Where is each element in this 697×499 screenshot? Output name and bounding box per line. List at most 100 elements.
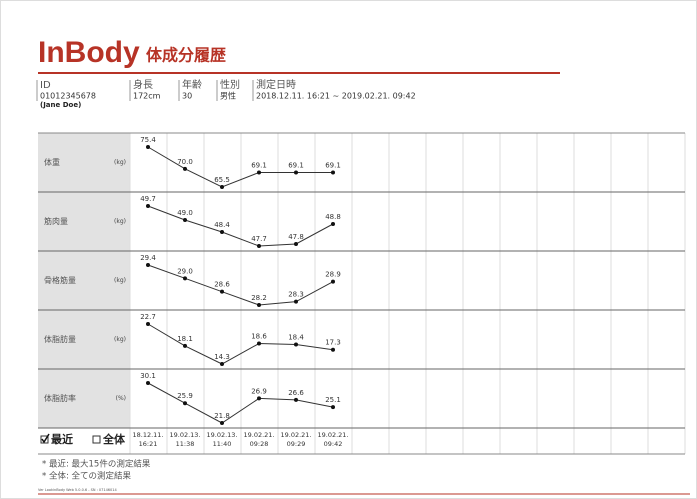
value-label: 14.3: [214, 353, 230, 361]
data-point: [183, 343, 187, 348]
trend-line: [147, 323, 334, 365]
info-label: ID: [40, 80, 51, 91]
value-label: 70.0: [177, 158, 193, 166]
row-name: 体脂肪量: [44, 334, 76, 344]
value-label: 25.1: [325, 396, 341, 404]
row-name: 骨格筋量: [44, 275, 76, 285]
date: 19.02.21.: [317, 431, 348, 439]
date: 19.02.21.: [280, 431, 311, 439]
brand: InBody: [38, 36, 140, 69]
trend-line: [147, 205, 334, 247]
footer: Ver LookinBody Web 5.0.0.6 - SN : 071460…: [38, 488, 117, 492]
row-unit: (kg): [114, 218, 126, 225]
data-point: [331, 347, 335, 352]
info-value: 172cm: [133, 92, 161, 101]
value-label: 17.3: [325, 339, 341, 347]
data-point: [257, 303, 261, 307]
info-extra: (Jane Doe): [40, 101, 81, 109]
value-label: 25.9: [177, 392, 193, 400]
data-point: [331, 405, 335, 410]
data-point: [257, 244, 261, 248]
value-label: 69.1: [325, 161, 341, 169]
value-label: 29.0: [177, 267, 193, 275]
value-label: 29.4: [140, 254, 156, 262]
info-label: 性別: [220, 78, 240, 91]
data-point: [294, 242, 298, 246]
data-point: [331, 222, 335, 226]
value-label: 21.8: [214, 412, 230, 420]
data-point: [146, 204, 150, 208]
checkbox: [92, 435, 101, 444]
value-label: 26.6: [288, 389, 304, 397]
row-name: 体脂肪率: [44, 393, 76, 403]
time: 09:29: [287, 440, 306, 448]
value-label: 75.4: [140, 136, 156, 144]
value-label: 47.8: [288, 233, 304, 241]
data-point: [183, 276, 187, 281]
row-unit: (kg): [114, 336, 126, 343]
data-point: [220, 185, 224, 189]
data-point: [183, 166, 187, 171]
value-label: 65.5: [214, 176, 230, 184]
time: 11:38: [176, 440, 195, 448]
time: 09:28: [250, 440, 269, 448]
data-point: [146, 145, 150, 149]
checkbox: [40, 435, 49, 444]
row-unit: (%): [116, 395, 126, 402]
value-label: 28.6: [214, 281, 230, 289]
data-point: [331, 170, 335, 175]
data-point: [146, 263, 150, 267]
row-name: 筋肉量: [44, 216, 68, 226]
title: 体成分履歴: [146, 46, 226, 65]
time: 11:40: [213, 440, 232, 448]
label-column: [38, 133, 130, 428]
data-point: [294, 299, 298, 304]
value-label: 69.1: [251, 161, 267, 169]
info-value: 30: [182, 92, 192, 101]
time: 16:21: [139, 440, 158, 448]
data-point: [183, 218, 187, 222]
value-label: 28.3: [288, 291, 304, 299]
value-label: 48.4: [214, 221, 230, 229]
data-point: [257, 396, 261, 401]
data-point: [146, 322, 150, 326]
info-value: 2018.12.11. 16:21 ~ 2019.02.21. 09:42: [256, 92, 416, 101]
filter-label: 最近: [51, 432, 73, 446]
data-point: [331, 279, 335, 284]
data-point: [257, 170, 261, 175]
row-unit: (kg): [114, 159, 126, 166]
data-point: [183, 401, 187, 406]
data-point: [294, 170, 298, 175]
row-name: 体重: [44, 157, 60, 167]
info-label: 年齢: [182, 78, 202, 91]
info-label: 測定日時: [256, 78, 296, 91]
info-value: 01012345678: [40, 92, 96, 101]
date: 19.02.13.: [169, 431, 200, 439]
value-label: 47.7: [251, 235, 267, 243]
value-label: 28.9: [325, 271, 341, 279]
data-point: [257, 341, 261, 346]
date: 19.02.21.: [243, 431, 274, 439]
note: * 最近: 最大15件の測定結果: [42, 459, 151, 470]
data-point: [220, 230, 224, 234]
note: * 全体: 全ての測定結果: [42, 471, 132, 482]
data-point: [220, 289, 224, 294]
info-value: 男性: [220, 91, 236, 101]
data-point: [294, 397, 298, 402]
checkmark: [41, 433, 50, 444]
info-label: 身長: [133, 78, 153, 91]
data-point: [220, 362, 224, 366]
value-label: 18.1: [177, 335, 193, 343]
filter-label: 全体: [102, 432, 126, 446]
value-label: 69.1: [288, 161, 304, 169]
value-label: 22.7: [140, 313, 156, 321]
trend-line: [147, 264, 334, 306]
value-label: 48.8: [325, 213, 341, 221]
value-label: 18.6: [251, 333, 267, 341]
date: 18.12.11.: [132, 431, 163, 439]
row-unit: (kg): [114, 277, 126, 284]
value-label: 49.0: [177, 209, 193, 217]
value-label: 26.9: [251, 387, 267, 395]
value-label: 18.4: [288, 333, 304, 341]
value-label: 30.1: [140, 372, 156, 380]
